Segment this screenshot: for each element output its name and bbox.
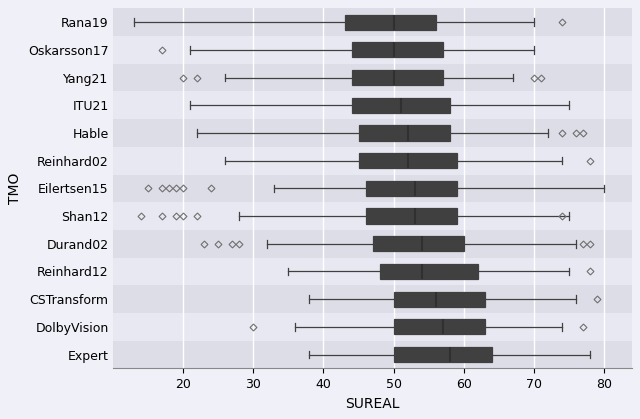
Bar [113,119,632,147]
PathPatch shape [394,347,492,362]
PathPatch shape [365,181,456,196]
Bar [113,230,632,258]
Bar [113,147,632,174]
Bar [113,36,632,64]
PathPatch shape [394,292,484,307]
Bar [113,313,632,341]
PathPatch shape [351,70,443,85]
PathPatch shape [351,42,443,57]
PathPatch shape [365,208,456,224]
Bar [113,8,632,36]
Bar [113,341,632,368]
PathPatch shape [358,125,449,141]
Bar [113,91,632,119]
PathPatch shape [394,319,484,334]
X-axis label: SUREAL: SUREAL [345,397,400,411]
PathPatch shape [380,264,477,279]
Bar [113,285,632,313]
PathPatch shape [372,236,463,251]
Bar [113,202,632,230]
PathPatch shape [358,153,456,168]
PathPatch shape [344,15,436,30]
Y-axis label: TMO: TMO [8,173,22,204]
PathPatch shape [351,98,449,113]
Bar [113,174,632,202]
Bar [113,258,632,285]
Bar [113,64,632,91]
